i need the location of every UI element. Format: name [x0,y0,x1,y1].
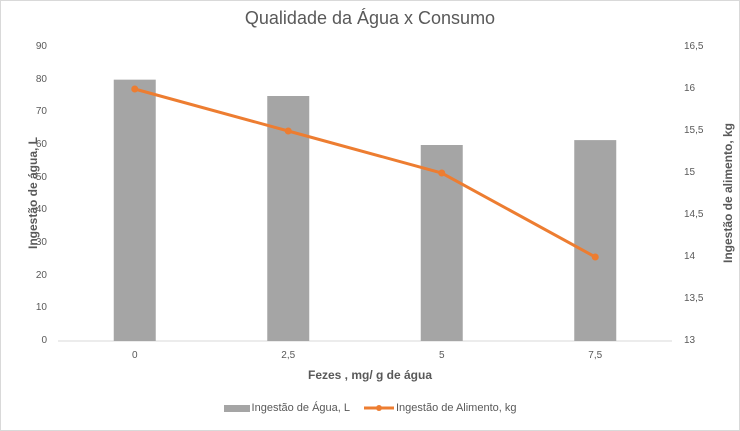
x-axis-title: Fezes , mg/ g de água [307,368,433,382]
line-series [134,87,596,259]
y-tick-label: 80 [35,73,47,85]
legend: Ingestão de Água, L Ingestão de Alimento… [0,402,740,414]
x-tick-label: 2,5 [281,350,296,361]
y-axis-title: Ingestão de água, L [26,136,40,250]
y2-tick-label: 14,5 [684,209,704,220]
x-tick-label: 0 [131,350,138,361]
bar-series [113,79,617,342]
legend-item-bar: Ingestão de Água, L [223,402,350,414]
line-marker [591,253,599,261]
line-marker [438,169,446,177]
line-marker [131,85,139,93]
y2-tick-label: 13,5 [684,293,704,304]
y-tick-label: 10 [35,302,47,314]
x-tick-label: 5 [438,350,445,361]
bar [420,145,463,341]
chart-title: Qualidade da Água x Consumo [244,8,496,28]
line-marker [284,127,292,135]
y2-tick-label: 16,5 [684,41,704,52]
y2-tick-label: 15,5 [684,125,704,136]
y2-tick-label: 16 [684,83,696,94]
y-tick-label: 30 [35,237,47,248]
x-tick-label: 7,5 [588,350,603,361]
line-swatch-icon [364,405,394,411]
y-tick-label: 90 [35,41,47,52]
y2-tick-label: 15 [684,167,696,178]
y2-axis-title: Ingestão de alimento, kg [721,122,735,264]
legend-line-label: Ingestão de Alimento, kg [396,402,517,414]
y-tick-label: 60 [35,139,47,150]
y-tick-label: 70 [35,106,47,118]
bar [574,140,617,341]
y2-tick-label: 13 [684,335,696,346]
legend-bar-label: Ingestão de Água, L [251,402,350,414]
y2-tick-label: 14 [684,251,696,262]
y-tick-label: 20 [35,269,47,281]
y-tick-label: 0 [41,335,47,346]
legend-item-line: Ingestão de Alimento, kg [364,402,516,414]
y-tick-label: 50 [35,171,47,183]
bar [113,79,156,342]
y-tick-label: 40 [35,204,47,216]
bar [267,96,310,341]
line-markers [131,85,599,261]
bar-swatch-icon [223,404,250,412]
